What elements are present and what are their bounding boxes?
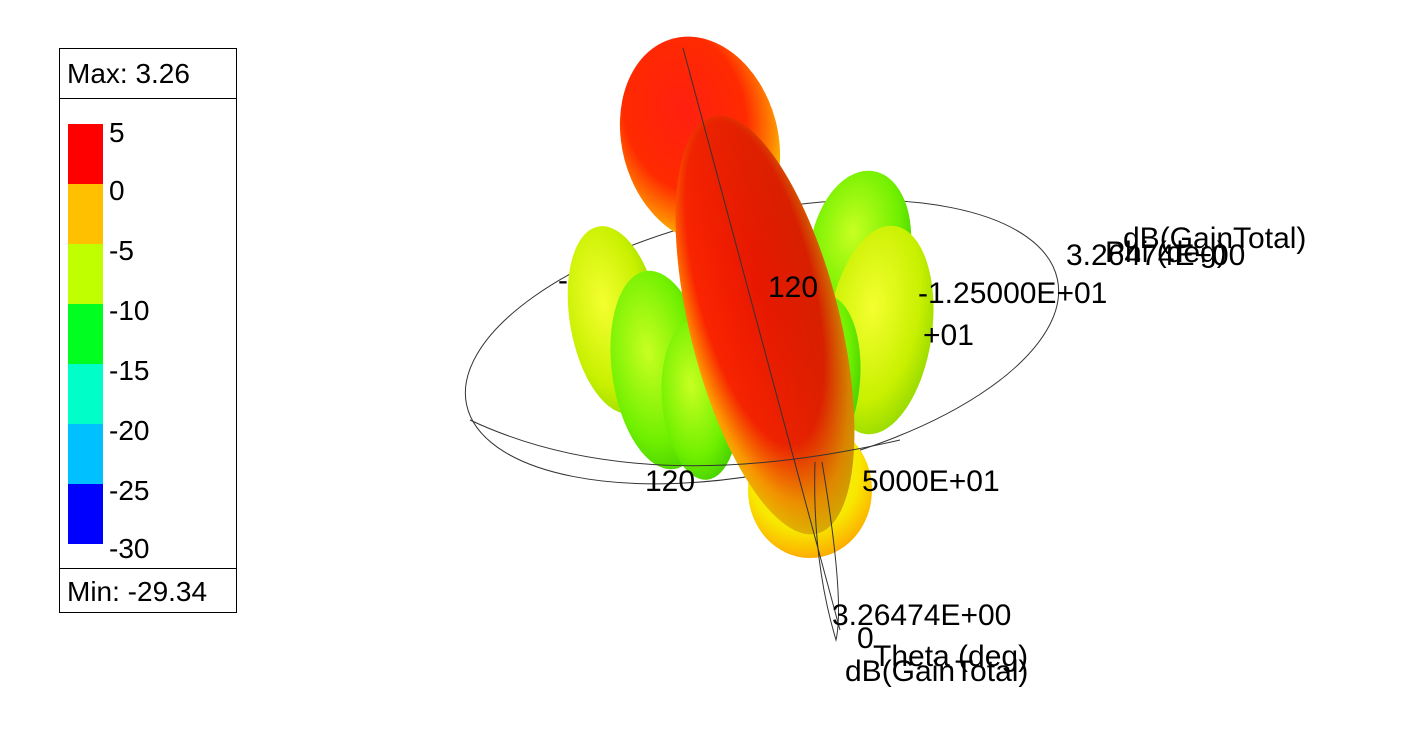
legend-min-label: Min: -29.34 bbox=[60, 568, 236, 612]
main-lobe-shade bbox=[675, 115, 855, 535]
legend-swatch-4 bbox=[68, 364, 103, 424]
legend-tick-label: -15 bbox=[109, 355, 150, 386]
legend-swatch-0 bbox=[68, 124, 103, 184]
legend-tick-label: -30 bbox=[109, 533, 150, 564]
angle-label: - bbox=[558, 264, 568, 297]
legend-swatch-2 bbox=[68, 244, 103, 304]
legend-tick-label: -20 bbox=[109, 415, 150, 446]
angle-label: 120 bbox=[645, 465, 695, 498]
color-legend: Max: 3.26 5 0 -5 -10 -15 -20 -25 -30 Min… bbox=[59, 48, 237, 613]
theta-zero-label: 0 bbox=[857, 622, 874, 655]
theta-circle bbox=[814, 461, 840, 642]
theta-quantity-label: dB(GainTotal) bbox=[845, 655, 1028, 688]
ring-value-label: -1.25000E+01 bbox=[918, 277, 1107, 310]
legend-tick-label: -5 bbox=[109, 235, 134, 266]
legend-tick-label: 5 bbox=[109, 117, 125, 148]
legend-tick-label: -25 bbox=[109, 475, 150, 506]
phi-axis-label: Phi (deg) bbox=[1105, 236, 1227, 269]
phi-quantity-label: dB(GainTotal) bbox=[1123, 222, 1306, 255]
theta-max-label: 3.26474E+00 bbox=[832, 599, 1011, 632]
phi-ring-front bbox=[469, 419, 901, 467]
legend-swatch-5 bbox=[68, 424, 103, 484]
ring-value-partial-label: +01 bbox=[923, 319, 974, 352]
legend-swatch-3 bbox=[68, 304, 103, 364]
phi-max-label: 3.26474E+00 bbox=[1066, 239, 1245, 272]
angle-label: 120 bbox=[768, 271, 818, 304]
ring-value-partial-label: 5000E+01 bbox=[862, 465, 1000, 498]
theta-axis-label: Theta (deg) bbox=[873, 640, 1028, 673]
legend-max-label: Max: 3.26 bbox=[60, 49, 236, 99]
legend-tick-label: 0 bbox=[109, 175, 125, 206]
legend-tick-label: -10 bbox=[109, 295, 150, 326]
legend-swatch-6 bbox=[68, 484, 103, 544]
theta-axis bbox=[682, 47, 841, 631]
legend-swatch-1 bbox=[68, 184, 103, 244]
